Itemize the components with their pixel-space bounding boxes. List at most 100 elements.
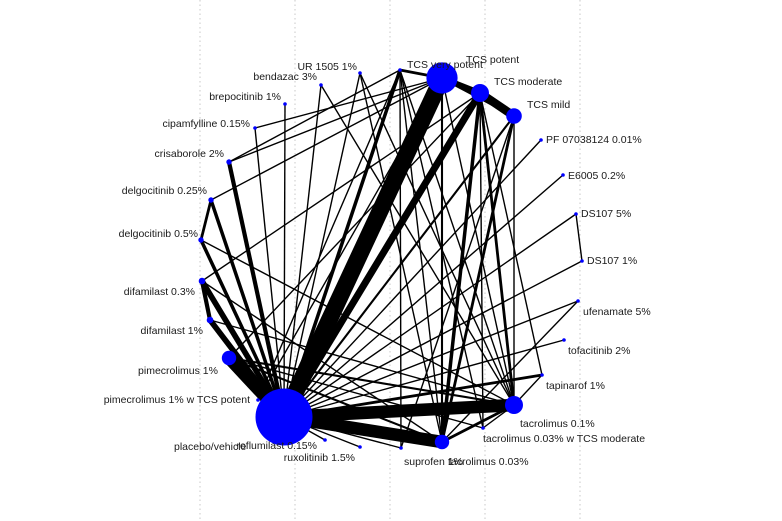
node-difamilast1 xyxy=(206,316,214,324)
label-roflumilast: roflumilast 0.15% xyxy=(236,440,317,452)
edge-tacrolimus01-difamilast1 xyxy=(209,319,515,406)
edge-placebo-ds107_5 xyxy=(283,213,577,418)
edge-tcs_mild-suprofen xyxy=(400,115,515,449)
edge-tcs_potent-suprofen xyxy=(399,69,402,449)
label-tacrolimus003: tacrolimus 0.03% xyxy=(448,456,529,468)
edge-cipamfylline-tcs_very_potent xyxy=(254,77,443,129)
label-tacrolimus01: tacrolimus 0.1% xyxy=(520,418,595,430)
edge-tacrolimus01-tacrolimus003 xyxy=(441,403,515,444)
node-tcs_mild xyxy=(506,108,522,124)
label-delgocitinib025: delgocitinib 0.25% xyxy=(122,185,207,197)
label-tacrolimus003_tcs: tacrolimus 0.03% w TCS moderate xyxy=(483,433,645,445)
label-ruxolitinib: ruxolitinib 1.5% xyxy=(284,452,355,464)
node-roflumilast xyxy=(323,438,327,442)
edge-tcs_moderate-tacrolimus003 xyxy=(440,92,482,443)
edge-placebo-brepocitinib xyxy=(283,103,286,418)
label-e6005: E6005 0.2% xyxy=(568,170,625,182)
edge-tacrolimus01-delgocitinib05 xyxy=(200,239,515,406)
network-nodes xyxy=(198,62,584,450)
label-bendazac: bendazac 3% xyxy=(253,71,317,83)
edge-delgocitinib025-delgocitinib05 xyxy=(199,199,213,241)
node-tapinarof xyxy=(540,373,544,377)
edge-difamilast03-difamilast1 xyxy=(199,280,213,321)
network-edges xyxy=(199,68,583,449)
label-tcs_very_potent: TCS very potent xyxy=(407,59,483,71)
node-ufenamate xyxy=(576,299,580,303)
edge-placebo-delgocitinib025 xyxy=(209,199,286,418)
edge-placebo-ur1505 xyxy=(283,72,361,418)
edge-placebo-cipamfylline xyxy=(254,127,285,418)
node-delgocitinib05 xyxy=(198,237,204,243)
edge-tcs_very_potent-pimecrolimus_tcs xyxy=(257,77,443,401)
edge-tacrolimus01-ur1505 xyxy=(359,72,515,406)
edge-tcs_moderate-tapinarof xyxy=(479,92,543,376)
edge-placebo-tcs_moderate xyxy=(281,91,483,419)
label-delgocitinib05: delgocitinib 0.5% xyxy=(119,228,198,240)
edge-tacrolimus01-pimecrolimus xyxy=(228,356,515,407)
edge-tacrolimus003-difamilast03 xyxy=(201,280,443,443)
node-brepocitinib xyxy=(283,102,287,106)
label-ds107_1: DS107 1% xyxy=(587,255,637,267)
label-ds107_5: DS107 5% xyxy=(581,208,631,220)
node-tcs_very_potent xyxy=(426,62,458,94)
label-tcs_potent: TCS potent xyxy=(466,54,519,66)
node-tofacitinib xyxy=(562,338,566,342)
edge-placebo-tcs_potent xyxy=(282,69,402,418)
edge-tcs_potent-tacrolimus01 xyxy=(399,69,515,406)
edge-tcs_moderate-tacrolimus01 xyxy=(478,92,516,406)
label-pimecrolimus_tcs: pimecrolimus 1% w TCS potent xyxy=(104,394,250,406)
node-ruxolitinib xyxy=(358,445,362,449)
label-difamilast03: difamilast 0.3% xyxy=(124,286,195,298)
node-tacrolimus003 xyxy=(434,434,450,450)
edge-tacrolimus003-ufenamate xyxy=(441,300,579,443)
edge-tcs_mild-tacrolimus003 xyxy=(440,115,516,443)
label-cipamfylline: cipamfylline 0.15% xyxy=(162,118,250,130)
edge-placebo-tcs_mild xyxy=(283,115,515,418)
edge-tcs_moderate-tacrolimus003_tcs xyxy=(479,92,484,429)
node-tacrolimus003_tcs xyxy=(481,426,485,430)
node-tcs_potent xyxy=(398,68,402,72)
node-pimecrolimus_tcs xyxy=(256,398,260,402)
label-pimecrolimus: pimecrolimus 1% xyxy=(138,365,218,377)
edge-placebo-ds107_1 xyxy=(283,260,583,418)
node-pf07038124 xyxy=(539,138,543,142)
node-difamilast03 xyxy=(198,277,206,285)
node-ds107_1 xyxy=(580,259,584,263)
node-ur1505 xyxy=(358,71,362,75)
edge-placebo-e6005 xyxy=(283,174,564,418)
label-pf07038124: PF 07038124 0.01% xyxy=(546,134,642,146)
label-tcs_moderate: TCS moderate xyxy=(494,76,562,88)
edge-crisaborole-tcs_potent xyxy=(228,69,401,163)
label-ur1505: UR 1505 1% xyxy=(297,61,357,73)
node-tacrolimus01 xyxy=(505,396,523,414)
label-ufenamate: ufenamate 5% xyxy=(583,306,651,318)
label-tapinarof: tapinarof 1% xyxy=(546,380,605,392)
edge-tcs_moderate-pimecrolimus xyxy=(228,92,481,359)
node-ds107_5 xyxy=(574,212,578,216)
label-tofacitinib: tofacitinib 2% xyxy=(568,345,630,357)
node-suprofen xyxy=(399,446,403,450)
label-difamilast1: difamilast 1% xyxy=(141,325,203,337)
node-bendazac xyxy=(319,83,323,87)
node-delgocitinib025 xyxy=(208,197,214,203)
edge-placebo-crisaborole xyxy=(226,161,287,418)
node-pimecrolimus xyxy=(221,350,237,366)
node-e6005 xyxy=(561,173,565,177)
edge-tacrolimus003-pimecrolimus xyxy=(228,357,443,443)
edge-tcs_very_potent-tacrolimus01 xyxy=(441,77,515,406)
node-tcs_moderate xyxy=(471,84,489,102)
label-crisaborole: crisaborole 2% xyxy=(155,148,224,160)
edge-tcs_very_potent-crisaborole xyxy=(228,77,443,163)
edge-tcs_potent-tacrolimus003_tcs xyxy=(399,69,484,429)
node-placebo xyxy=(255,388,313,446)
label-suprofen: suprofen 1% xyxy=(404,456,463,468)
label-placebo: placebo/vehicle xyxy=(174,441,247,453)
edge-ds107_5-ds107_1 xyxy=(575,213,583,262)
edge-tacrolimus003-tcs_potent xyxy=(399,69,443,443)
label-tcs_mild: TCS mild xyxy=(527,99,570,111)
edge-tcs_potent-pimecrolimus_tcs xyxy=(257,69,401,401)
edge-tcs_moderate-difamilast03 xyxy=(201,92,481,282)
node-cipamfylline xyxy=(253,126,257,130)
